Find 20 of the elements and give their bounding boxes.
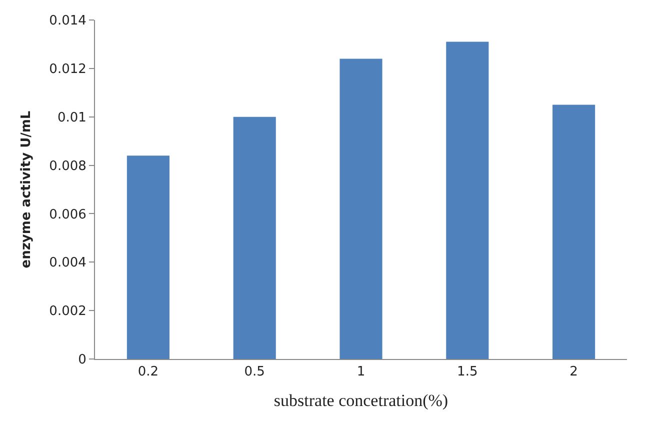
x-axis-title: substrate concetration(%) — [274, 391, 448, 410]
y-tick-label: 0.008 — [49, 158, 86, 174]
y-tick-label: 0.01 — [57, 110, 86, 126]
y-tick-label: 0.006 — [49, 207, 86, 222]
y-tick-label: 0.004 — [49, 256, 86, 271]
y-tick-label: 0 — [78, 352, 86, 368]
x-tick-label: 0.2 — [138, 364, 159, 380]
x-tick-label: 0.5 — [244, 364, 265, 380]
x-tick-label: 1 — [356, 364, 366, 380]
bar — [340, 58, 382, 359]
x-tick-label: 2 — [570, 364, 578, 380]
y-tick-label: 0.002 — [49, 304, 86, 320]
x-tick-label: 1.5 — [457, 364, 478, 380]
y-tick-label: 0.014 — [49, 14, 86, 29]
y-tick-label: 0.012 — [49, 62, 86, 77]
bar — [446, 42, 489, 359]
bar — [552, 104, 596, 359]
y-axis-title: enzyme activity U/mL — [19, 110, 34, 268]
bar — [126, 156, 170, 359]
bar — [233, 116, 276, 359]
